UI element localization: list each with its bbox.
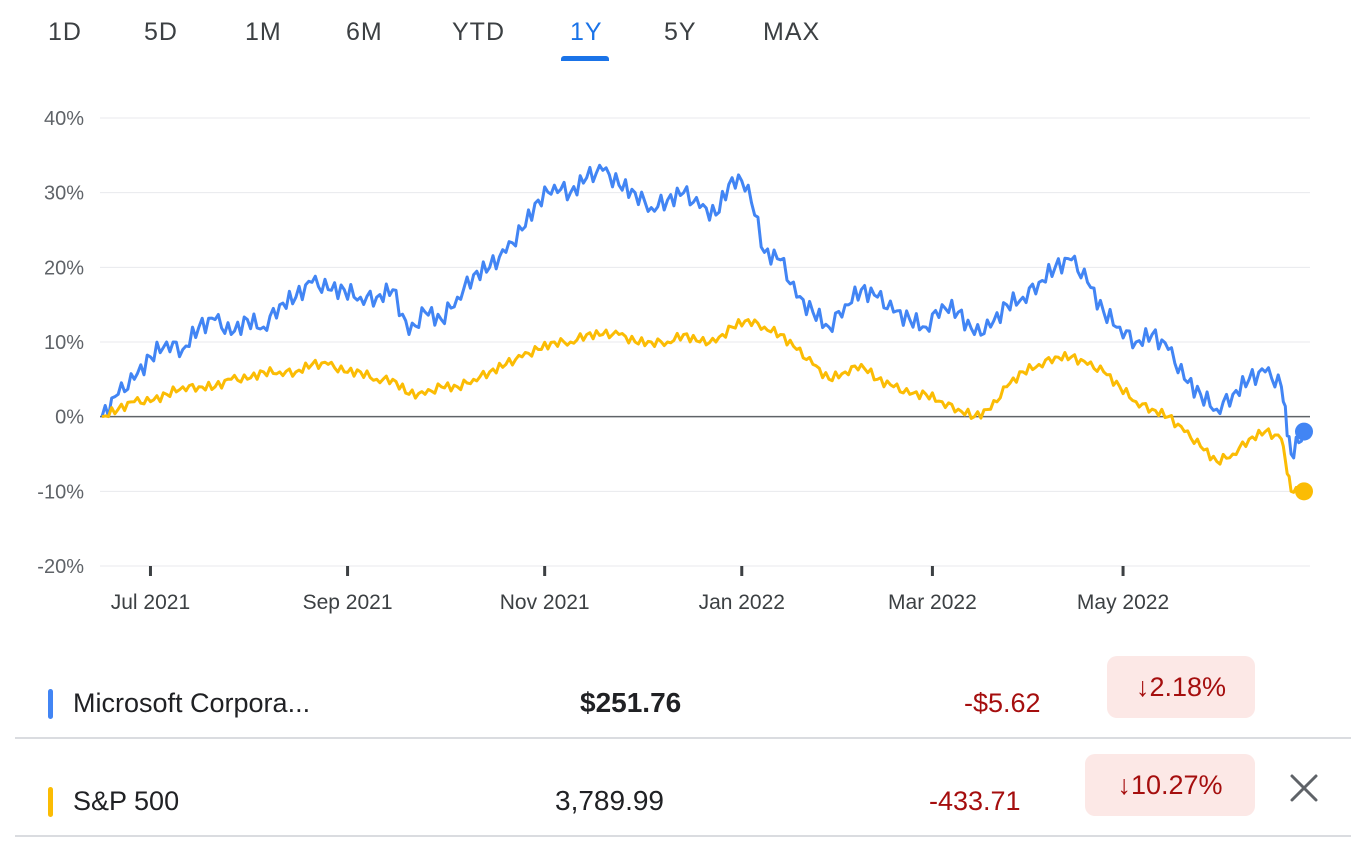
security-name: Microsoft Corpora... (73, 688, 311, 718)
x-tick-label: Jul 2021 (111, 591, 190, 614)
row-divider (15, 737, 1351, 739)
percent-change: 2.18% (1149, 672, 1227, 702)
price-chart: 40% 30% 20% 10% 0% -10% -20% Jul 2021 Sep 2021 N… (37, 108, 1313, 614)
y-tick-label: 30% (44, 183, 84, 205)
security-name: S&P 500 (73, 786, 180, 816)
security-price: $251.76 (580, 687, 682, 718)
y-tick-label: 20% (44, 257, 84, 279)
series-line (101, 318, 1305, 498)
x-tick-label: Mar 2022 (888, 591, 977, 614)
series-color-bar (48, 787, 53, 817)
tab-6m[interactable]: 6M (346, 18, 383, 46)
x-tick-label: May 2022 (1077, 591, 1169, 614)
y-tick-label: 40% (44, 108, 84, 130)
price-change: -433.71 (929, 786, 1021, 816)
price-change: -$5.62 (964, 688, 1041, 718)
legend-row-microsoft[interactable]: Microsoft Corpora... $251.76 -$5.62 ↓2.1… (15, 656, 1351, 752)
series-end-dot (1295, 422, 1313, 441)
timeframe-tabs: 1D 5D 1M 6M YTD 1Y 5Y MAX (0, 0, 1364, 70)
arrow-down-icon: ↓ (1135, 672, 1150, 702)
row-divider (15, 835, 1351, 837)
security-price: 3,789.99 (555, 785, 664, 816)
y-axis: 40% 30% 20% 10% 0% -10% -20% (37, 108, 84, 578)
x-tick-label: Sep 2021 (303, 591, 393, 614)
tab-1d[interactable]: 1D (48, 18, 82, 46)
y-tick-label: -20% (37, 556, 84, 578)
tab-1y[interactable]: 1Y (570, 18, 603, 46)
tab-5y[interactable]: 5Y (664, 18, 697, 46)
y-tick-label: 0% (55, 407, 84, 429)
x-axis: Jul 2021 Sep 2021 Nov 2021 Jan 2022 Mar 2022… (111, 566, 1169, 614)
arrow-down-icon: ↓ (1117, 770, 1131, 800)
tab-1m[interactable]: 1M (245, 18, 282, 46)
legend-row-sp500[interactable]: S&P 500 3,789.99 -433.71 ↓10.27% (15, 754, 1351, 850)
x-tick-label: Nov 2021 (500, 591, 590, 614)
y-tick-label: -10% (37, 481, 84, 503)
series-line (100, 163, 1306, 460)
series-lines (100, 163, 1313, 501)
percent-change: 10.27% (1130, 770, 1223, 800)
series-color-bar (48, 689, 53, 719)
tab-max[interactable]: MAX (763, 18, 821, 46)
series-end-dot (1295, 482, 1313, 501)
percent-change-badge: ↓10.27% (1085, 754, 1255, 816)
chart-grid (100, 117, 1310, 567)
y-tick-label: 10% (44, 332, 84, 354)
x-tick-label: Jan 2022 (699, 591, 785, 614)
active-tab-indicator (561, 56, 609, 61)
close-icon[interactable] (1286, 770, 1322, 806)
tab-ytd[interactable]: YTD (452, 18, 505, 46)
tab-5d[interactable]: 5D (144, 18, 178, 46)
percent-change-badge: ↓2.18% (1107, 656, 1255, 718)
